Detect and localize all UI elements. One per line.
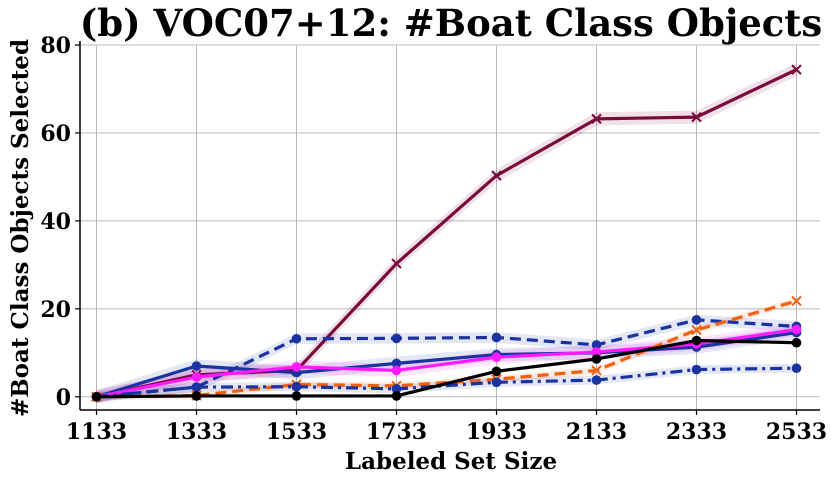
data-point (391, 333, 402, 344)
data-point (191, 382, 202, 392)
x-tick-label: 1533 (266, 419, 327, 445)
data-point (391, 258, 402, 269)
x-tick-label: 1333 (166, 419, 227, 445)
x-axis-label: Labeled Set Size (345, 448, 557, 475)
series-band (96, 63, 797, 404)
data-point (291, 391, 302, 401)
data-point (491, 170, 502, 181)
x-tick-label: 2333 (666, 419, 727, 445)
data-point (591, 340, 602, 350)
data-point (791, 337, 802, 348)
data-point (491, 352, 502, 363)
series-line (96, 366, 797, 399)
data-point (591, 347, 602, 357)
plot-area: 1133 1333 1533 1733 1933 2133 2333 2533 0 20 40 60 8… (40, 33, 827, 445)
data-point (391, 358, 402, 369)
data-point (191, 391, 202, 401)
y-tick-label: 40 (40, 209, 71, 235)
data-point (491, 366, 502, 377)
data-point (591, 354, 602, 364)
data-point (191, 361, 202, 371)
data-point (791, 363, 802, 374)
data-point (391, 365, 402, 376)
data-point (591, 113, 602, 125)
data-point (691, 315, 702, 325)
data-point (391, 391, 402, 401)
x-tick-label: 1133 (66, 419, 127, 445)
series-line (96, 331, 797, 399)
data-point (91, 392, 102, 402)
series-line (96, 327, 797, 399)
data-point (191, 372, 202, 382)
series-band (96, 314, 797, 403)
x-tick-label: 2133 (566, 419, 627, 445)
x-tick-label: 1733 (366, 419, 427, 445)
y-tick-label: 20 (40, 297, 71, 323)
data-point (691, 324, 702, 336)
x-tick-label: 2533 (766, 419, 827, 445)
y-tick-label: 80 (40, 33, 71, 59)
data-point (791, 324, 802, 335)
data-point (391, 384, 402, 394)
data-point (591, 375, 602, 385)
data-point (791, 64, 802, 75)
data-point (291, 333, 302, 344)
series-line (96, 318, 797, 399)
data-point (291, 362, 302, 372)
x-tick-label: 1933 (466, 419, 527, 445)
y-tick-label: 60 (40, 121, 71, 147)
data-point (491, 332, 502, 343)
y-tick-label: 0 (56, 385, 71, 411)
data-point (691, 111, 702, 123)
data-point (691, 364, 702, 375)
data-point (691, 335, 702, 346)
data-point (791, 295, 802, 307)
data-point (291, 381, 302, 392)
chart-title: (b) VOC07+12: #Boat Class Objects (80, 1, 822, 45)
y-axis-label: #Boat Class Objects Selected (7, 39, 34, 417)
data-point (491, 377, 502, 388)
series-line (96, 338, 797, 399)
data-point (591, 365, 602, 376)
